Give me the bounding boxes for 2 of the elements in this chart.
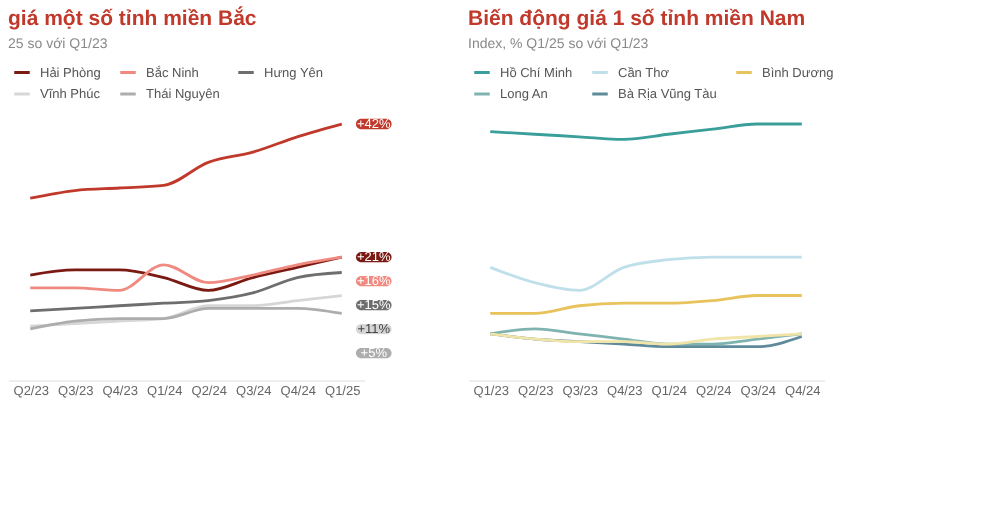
chart-title: giá một số tỉnh miền Bắc xyxy=(8,5,257,31)
chart-title: Biến động giá 1 số tỉnh miền Nam xyxy=(468,7,806,31)
